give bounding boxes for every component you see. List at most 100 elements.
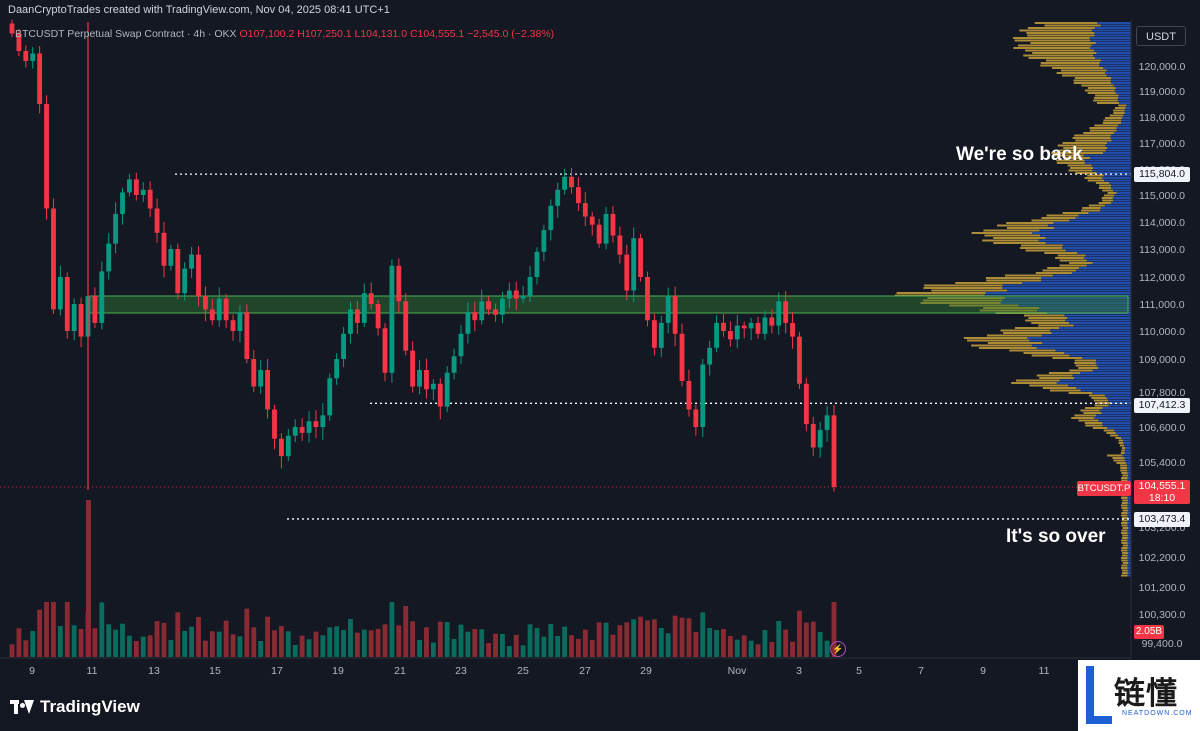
profile-bar-up: [1121, 447, 1126, 449]
symbol-info[interactable]: BTCUSDT Perpetual Swap Contract · 4h · O…: [15, 28, 554, 40]
price-tick: 114,000.0: [1139, 217, 1185, 229]
tradingview-logo[interactable]: TradingView: [10, 696, 140, 718]
watermark: 链懂 NEATDOWN.COM: [1078, 660, 1200, 731]
profile-bar-up: [1056, 72, 1105, 74]
profile-bar-up: [1074, 77, 1112, 79]
profile-bar-down: [1029, 339, 1131, 342]
profile-bar-down: [1127, 507, 1131, 509]
volume-bar: [576, 639, 581, 657]
profile-bar-down: [1127, 549, 1131, 552]
profile-bar-down: [1105, 149, 1131, 152]
profile-bar-up: [1060, 69, 1107, 72]
candle: [327, 378, 333, 416]
lightning-icon[interactable]: ⚡: [830, 641, 846, 657]
profile-bar-up: [1084, 89, 1115, 92]
volume-bar: [127, 635, 132, 657]
profile-bar-down: [1102, 422, 1131, 424]
profile-bar-down: [1100, 209, 1131, 212]
profile-bar-up: [955, 282, 1023, 284]
profile-bar-down: [1124, 457, 1131, 459]
candle: [617, 235, 623, 255]
profile-bar-up: [1000, 329, 1051, 332]
volume-bar: [403, 606, 409, 657]
profile-bar-up: [1122, 552, 1128, 554]
time-tick: 19: [332, 665, 344, 677]
candle: [679, 333, 685, 381]
price-tick: 119,000.0: [1139, 86, 1185, 98]
profile-bar-down: [1127, 532, 1131, 534]
volume-bar: [113, 629, 119, 657]
profile-bar-up: [1107, 192, 1117, 194]
profile-bar-down: [1117, 99, 1131, 102]
symbol-tag: BTCUSDT.P: [1077, 481, 1131, 496]
volume-bar: [831, 602, 837, 657]
profile-bar-down: [1110, 137, 1131, 139]
time-axis[interactable]: 9 11 13 15 17 19 21 23 25 27 29 Nov 3 5 7 9 11: [29, 665, 1050, 677]
currency-button[interactable]: USDT: [1136, 26, 1186, 46]
profile-bar-up: [1025, 49, 1094, 52]
profile-bar-down: [1113, 189, 1131, 192]
profile-bar-up: [1121, 449, 1125, 452]
profile-bar-down: [1127, 499, 1131, 502]
volume-bar: [562, 626, 568, 657]
tradingview-brand: TradingView: [40, 697, 140, 716]
profile-bar-down: [1127, 567, 1131, 569]
price-tick: 111,000.0: [1139, 299, 1184, 311]
candle: [78, 304, 84, 337]
profile-bar-up: [1112, 457, 1125, 459]
profile-bar-down: [1065, 249, 1131, 252]
profile-bar-up: [1121, 529, 1128, 532]
profile-bar-up: [1040, 62, 1100, 64]
profile-bar-down: [1116, 127, 1131, 129]
profile-bar-up: [1121, 542, 1128, 544]
profile-bar-down: [1080, 372, 1131, 374]
candle: [64, 277, 70, 331]
profile-bar-down: [1047, 224, 1131, 227]
profile-bar-down: [1114, 89, 1131, 92]
profile-bar-down: [1085, 254, 1131, 257]
volume-bar: [797, 610, 802, 657]
profile-bar-up: [1120, 464, 1128, 467]
volume-bar: [458, 624, 464, 657]
candle: [396, 265, 402, 302]
volume-bar: [147, 635, 153, 657]
candle: [727, 331, 733, 340]
profile-bar-up: [1087, 179, 1105, 182]
profile-bar-down: [1110, 202, 1131, 204]
profile-bar-down: [1127, 552, 1131, 554]
time-tick: 9: [29, 665, 35, 677]
profile-bar-up: [1067, 164, 1092, 167]
profile-bar-up: [1074, 134, 1112, 137]
volume-bar: [783, 629, 789, 657]
profile-bar-up: [1085, 424, 1103, 427]
candle: [258, 370, 264, 387]
profile-bar-up: [1122, 499, 1128, 502]
profile-bar-down: [1094, 32, 1131, 34]
profile-bar-up: [1121, 569, 1128, 572]
volume-bar: [292, 645, 298, 657]
profile-bar-down: [1127, 479, 1131, 482]
profile-bar-up: [1072, 137, 1111, 139]
profile-bar-down: [1059, 379, 1131, 382]
volume-bar: [278, 626, 284, 657]
volume-bar: [106, 624, 112, 657]
profile-bar-up: [1093, 99, 1118, 102]
profile-bar-down: [1107, 142, 1131, 144]
profile-bar-up: [1083, 412, 1102, 414]
volume-bar: [437, 621, 443, 657]
candle: [140, 189, 146, 195]
volume-bar: [610, 634, 616, 657]
profile-bar-up: [1078, 367, 1099, 369]
profile-bar-down: [1084, 159, 1131, 162]
profile-bar-down: [1004, 297, 1131, 299]
candle: [769, 317, 775, 326]
profile-bar-up: [1034, 22, 1098, 24]
volume-bar: [500, 634, 505, 657]
candle: [306, 421, 312, 433]
candle: [693, 409, 699, 427]
price-axis[interactable]: 120,000.0119,000.0118,000.0117,000.0116,…: [1139, 61, 1186, 650]
profile-bar-down: [1127, 519, 1131, 522]
candle: [700, 364, 706, 427]
profile-bar-up: [1121, 554, 1128, 557]
